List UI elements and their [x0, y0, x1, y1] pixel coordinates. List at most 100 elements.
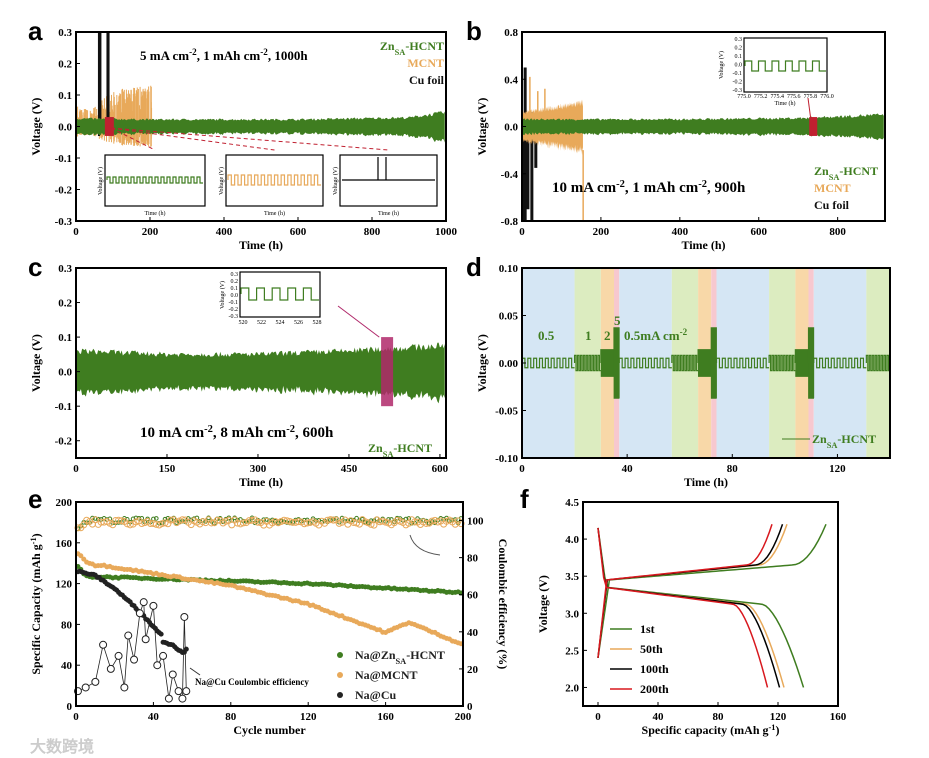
x-tick-label: 40: [148, 711, 160, 723]
y-tick-label: 0.1: [58, 332, 72, 344]
voltage-trace: [613, 327, 620, 399]
inset-trace: [342, 157, 435, 181]
x-tick-label: 600: [290, 226, 307, 238]
x-tick-label: 800: [364, 226, 381, 238]
x-tick-label: 120: [300, 711, 317, 723]
ce-point-na-cu: [153, 661, 162, 670]
y-tick-label: -0.1: [55, 401, 72, 413]
voltage-trace: [521, 357, 575, 369]
plot-frame: [75, 501, 464, 707]
x-tick-label: 450: [341, 463, 358, 475]
ce-point-na-cu: [141, 635, 150, 644]
legend-item: 200th: [640, 682, 669, 696]
legend-item: 1st: [640, 622, 655, 636]
y-tick-label: -0.10: [495, 453, 518, 465]
ce-point-mcnt: [254, 518, 262, 526]
y-axis-label: Voltage (V): [475, 98, 489, 156]
voltage-trace: [768, 354, 796, 372]
capacity-point: [154, 516, 159, 521]
x-axis-label: Cycle number: [233, 723, 306, 737]
legend-marker: [337, 692, 343, 698]
legend-mcnt: MCNT: [814, 181, 851, 195]
y2-tick-label: 40: [467, 627, 479, 639]
y-tick-label: 80: [61, 619, 73, 631]
y2-tick-label: 20: [467, 664, 479, 676]
panel-label: d: [466, 252, 482, 282]
panel-label: f: [520, 484, 529, 514]
condition-label: 10 mA cm-2, 8 mAh cm-2, 600h: [140, 424, 334, 442]
y-tick-label: 3.5: [565, 571, 579, 583]
ce-point-mcnt: [74, 524, 82, 532]
rate-label: 0.5mA cm-2: [624, 327, 688, 343]
ce-point-mcnt: [411, 518, 419, 526]
watermark: 大数跨境: [30, 737, 94, 756]
inset-y-tick: 0.3: [231, 272, 239, 278]
y-tick-label: 0.10: [499, 263, 519, 275]
plot-area: [522, 67, 884, 221]
panel-label: a: [28, 16, 43, 46]
x-tick-label: 0: [73, 463, 79, 475]
x-tick-label: 1000: [435, 226, 458, 238]
x-tick-label: 40: [622, 463, 634, 475]
y-tick-label: 4.5: [565, 497, 579, 509]
inset-x-tick: 520: [239, 320, 248, 326]
inset-y-tick: 0.1: [735, 54, 743, 60]
ce-point-mcnt: [367, 520, 375, 528]
y-tick-label: -0.2: [55, 436, 73, 448]
plot-frame: [75, 267, 447, 459]
y-tick-label: 4.0: [565, 534, 579, 546]
voltage-trace: [697, 349, 712, 377]
y-tick-label: -0.05: [495, 406, 518, 418]
panel-f: 1st 50th 100th 200th 0 40 80 120 160 4.5 4.0 3.5 3.0…: [520, 484, 847, 737]
inset-y-label: Voltage (V): [219, 281, 226, 309]
ce-point-mcnt: [393, 516, 401, 524]
y-axis-label: Voltage (V): [29, 98, 43, 156]
capacity-point: [183, 646, 189, 652]
y-tick-label: -0.1: [55, 153, 72, 165]
highlight-region: [809, 117, 818, 136]
y-tick-label: 40: [61, 660, 73, 672]
ce-point-na-cu: [159, 651, 168, 660]
x-axis-label: Time (h): [684, 475, 728, 489]
y-tick-label: 2.5: [565, 645, 579, 657]
charge-curve: [597, 523, 788, 658]
plot-area: [76, 32, 445, 147]
y-tick-label: 0.3: [58, 27, 72, 39]
x-axis-label: Time (h): [239, 475, 283, 489]
y2-tick-label: 60: [467, 590, 479, 602]
x-tick-label: 160: [830, 711, 847, 723]
inset-y-tick: 0.0: [735, 63, 743, 69]
x-tick-label: 160: [377, 711, 394, 723]
plot-frame: [582, 501, 839, 707]
zoom-arrow: [807, 97, 812, 120]
x-tick-label: 600: [432, 463, 449, 475]
ce-point-mcnt: [207, 519, 215, 527]
legend-mcnt: MCNT: [407, 56, 444, 70]
legend-zn: ZnSA-HCNT: [812, 432, 876, 450]
inset-x-label: Time (h): [264, 210, 285, 217]
y-tick-label: 0.05: [499, 311, 519, 323]
condition-label: 5 mA cm-2, 1 mAh cm-2, 1000h: [140, 47, 308, 63]
rate-label: 1: [585, 328, 592, 343]
voltage-trace: [794, 349, 809, 377]
x-axis-label: Specific capacity (mAh g-1): [642, 723, 780, 738]
y-tick-label: 0.8: [504, 27, 518, 39]
inset-x-tick: 775.6: [787, 94, 801, 100]
inset-x-label: Time (h): [378, 210, 399, 217]
inset-y-tick: -0.1: [229, 300, 239, 306]
y-tick-label: 200: [56, 497, 73, 509]
ce-point-na-cu: [91, 677, 100, 686]
legend-item: Na@MCNT: [355, 668, 418, 682]
ce-point-na-cu: [130, 655, 139, 664]
annotation: Na@Cu Coulombic efficiency: [195, 677, 309, 687]
legend-zn: ZnSA-HCNT: [368, 441, 432, 459]
mcnt-trace: [529, 76, 584, 221]
ce-point-mcnt: [422, 519, 430, 527]
capacity-point: [206, 515, 211, 521]
voltage-trace: [76, 85, 153, 147]
inset-y-tick: 0.0: [231, 293, 239, 299]
y-tick-label: 160: [56, 538, 73, 550]
ce-point-mcnt: [329, 516, 337, 524]
y2-tick-label: 0: [467, 701, 473, 713]
